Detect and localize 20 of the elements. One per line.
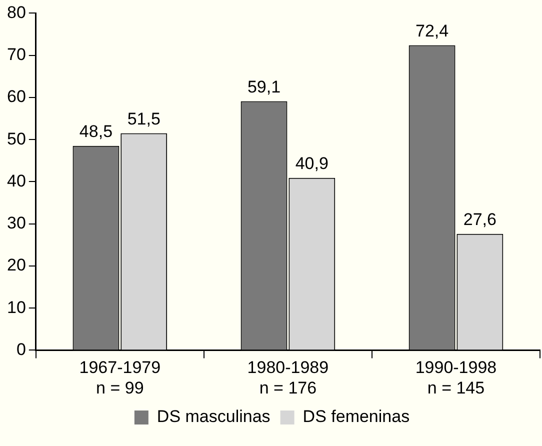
y-tick-label: 70 xyxy=(6,45,26,64)
y-tick-label: 40 xyxy=(6,171,26,190)
legend-label: DS masculinas xyxy=(156,407,270,426)
data-label: 59,1 xyxy=(247,77,281,96)
x-tick-label: 1990-1998 n = 145 xyxy=(415,358,497,398)
data-label: 51,5 xyxy=(127,109,160,128)
y-tick-label: 50 xyxy=(6,129,26,148)
data-label: 72,4 xyxy=(415,21,449,40)
legend-label: DS femeninas xyxy=(302,407,410,426)
y-tick-label: 80 xyxy=(6,2,26,22)
y-tick-label: 10 xyxy=(6,298,26,317)
data-label: 48,5 xyxy=(79,122,113,142)
y-tick-label: 0 xyxy=(16,340,26,359)
y-tick-label: 30 xyxy=(6,214,26,233)
x-tick-label: 1980-1989 n = 176 xyxy=(247,358,329,398)
x-tick-label: 1967-1979 n = 99 xyxy=(79,358,161,398)
data-label: 40,9 xyxy=(295,154,328,174)
data-label: 27,6 xyxy=(463,210,496,230)
y-tick-label: 20 xyxy=(6,256,26,275)
y-tick-label: 60 xyxy=(6,87,26,106)
